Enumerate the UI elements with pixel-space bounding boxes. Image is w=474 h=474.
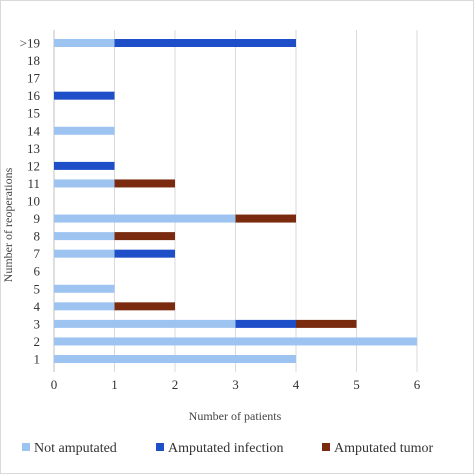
y-tick-label: 2 <box>34 334 41 349</box>
x-tick-labels: 0 1 2 3 4 5 6 <box>51 377 421 392</box>
legend-swatch <box>322 443 330 451</box>
bar-segment <box>54 126 115 135</box>
y-axis-title: Number of reoperations <box>1 167 15 282</box>
bar-segment <box>54 232 115 241</box>
y-tick-label: 7 <box>34 246 41 261</box>
y-tick-label: 9 <box>34 211 41 226</box>
bar-segment <box>54 355 296 363</box>
bar-segment <box>54 302 115 311</box>
bar-segment <box>54 214 236 223</box>
y-tick-label: 5 <box>34 281 41 296</box>
bars <box>54 39 417 363</box>
bar-segment <box>296 319 357 328</box>
y-tick-label: 12 <box>27 158 40 173</box>
y-tick-label: 4 <box>34 299 41 314</box>
bar-segment <box>114 302 175 311</box>
y-tick-label: 8 <box>34 229 41 244</box>
y-tick-label: 1 <box>34 352 41 367</box>
x-axis-title: Number of patients <box>189 409 282 423</box>
legend-swatch <box>22 443 30 451</box>
x-tick-label: 6 <box>414 377 421 392</box>
x-tick-label: 5 <box>353 377 360 392</box>
bar-segment <box>114 179 175 188</box>
y-tick-label: 13 <box>27 141 40 156</box>
bar-segment <box>54 179 115 188</box>
legend: Not amputated Amputated infection Amputate… <box>22 441 433 456</box>
y-tick-label: 17 <box>27 71 41 86</box>
x-tick-label: 0 <box>51 377 58 392</box>
legend-label: Not amputated <box>34 441 117 456</box>
x-tick-label: 3 <box>232 377 239 392</box>
y-tick-label: 16 <box>27 88 41 103</box>
y-tick-label: 3 <box>34 316 41 331</box>
y-tick-label: 6 <box>34 264 41 279</box>
y-tick-label: 10 <box>27 194 40 209</box>
bar-segment <box>114 249 175 258</box>
y-tick-label: 18 <box>27 53 40 68</box>
y-tick-label: 14 <box>27 123 41 138</box>
legend-label: Amputated infection <box>168 441 283 456</box>
bar-segment <box>54 284 115 293</box>
x-tick-label: 1 <box>111 377 118 392</box>
legend-swatch <box>156 443 164 451</box>
bar-segment <box>235 319 296 328</box>
y-tick-label: >19 <box>20 36 40 51</box>
x-tick-label: 4 <box>293 377 300 392</box>
bar-segment <box>54 39 115 47</box>
bar-segment <box>114 232 175 241</box>
bar-segment <box>54 337 417 346</box>
bar-segment <box>54 249 115 258</box>
bar-segment <box>235 214 296 223</box>
bar-segment <box>54 91 115 100</box>
bar-segment <box>54 319 236 328</box>
bar-segment <box>114 39 296 47</box>
y-tick-label: 15 <box>27 106 40 121</box>
x-tick-label: 2 <box>172 377 179 392</box>
bar-segment <box>54 161 115 170</box>
y-tick-label: 11 <box>27 176 40 191</box>
legend-label: Amputated tumor <box>334 441 433 456</box>
